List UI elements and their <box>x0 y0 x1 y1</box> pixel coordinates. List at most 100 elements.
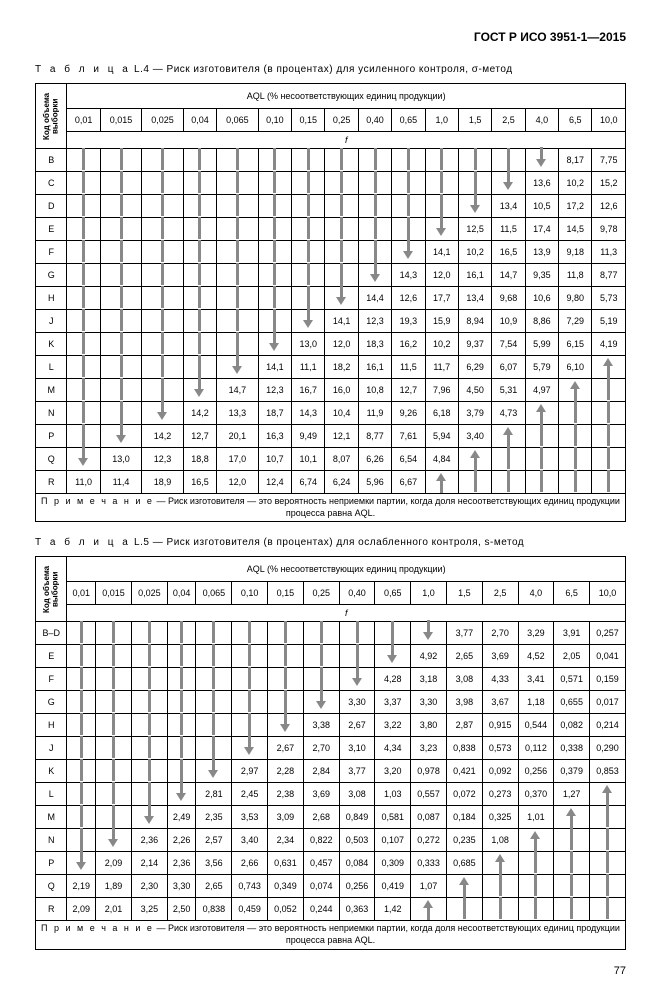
arrow-cell <box>292 149 325 172</box>
arrow-down-icon <box>177 785 186 801</box>
arrow-cell <box>142 241 184 264</box>
arrow-cell <box>392 218 425 241</box>
value-cell: 12,0 <box>217 471 259 494</box>
arrow-cell <box>590 829 626 852</box>
arrow-cell <box>96 668 132 691</box>
arrow-shaft <box>540 470 543 492</box>
value-cell: 1,08 <box>482 829 518 852</box>
value-cell: 13,6 <box>525 172 558 195</box>
arrow-cell <box>217 356 259 379</box>
row-code: J <box>36 310 67 333</box>
arrow-shaft <box>607 424 610 446</box>
value-cell: 0,849 <box>339 806 375 829</box>
row-code: K <box>36 760 67 783</box>
arrow-shaft <box>148 736 151 758</box>
value-cell: 9,37 <box>458 333 491 356</box>
arrow-shaft <box>180 667 183 689</box>
arrow-cell <box>167 622 196 645</box>
row-code: L <box>36 356 67 379</box>
arrow-cell <box>339 668 375 691</box>
arrow-cell <box>458 149 491 172</box>
arrow-shaft <box>198 240 201 262</box>
arrow-cell <box>183 264 216 287</box>
arrow-shaft <box>161 171 164 193</box>
row-code: B <box>36 149 67 172</box>
arrow-cell <box>96 806 132 829</box>
arrow-cell <box>292 310 325 333</box>
value-cell: 0,087 <box>411 806 447 829</box>
arrow-cell <box>96 691 132 714</box>
arrow-shaft <box>320 667 323 689</box>
value-cell: 7,54 <box>492 333 525 356</box>
value-cell: 0,655 <box>554 691 590 714</box>
f-label: f <box>67 605 626 622</box>
value-cell: 1,07 <box>411 875 447 898</box>
arrow-cell <box>67 149 100 172</box>
value-cell: 6,18 <box>425 402 458 425</box>
arrow-cell <box>258 310 291 333</box>
arrow-cell <box>325 195 358 218</box>
arrow-cell <box>258 264 291 287</box>
value-cell: 0,309 <box>375 852 411 875</box>
page-number: 77 <box>35 965 626 977</box>
arrow-cell <box>303 691 339 714</box>
table-note: П р и м е ч а н и е — Риск изготовителя … <box>36 921 626 949</box>
arrow-cell <box>292 264 325 287</box>
row-code: P <box>36 425 67 448</box>
arrow-shaft <box>273 286 276 308</box>
value-cell: 2,65 <box>196 875 232 898</box>
arrow-cell <box>100 356 142 379</box>
value-cell: 16,1 <box>458 264 491 287</box>
arrow-shaft <box>273 148 276 170</box>
arrow-shaft <box>570 874 573 896</box>
arrow-cell <box>142 402 184 425</box>
value-cell: 2,19 <box>67 875 96 898</box>
arrow-shaft <box>82 378 85 400</box>
arrow-down-icon <box>281 716 290 732</box>
arrow-cell <box>258 287 291 310</box>
arrow-cell <box>167 645 196 668</box>
aql-col: 0,01 <box>67 582 96 605</box>
row-code: G <box>36 691 67 714</box>
value-cell: 8,17 <box>559 149 592 172</box>
arrow-shaft <box>340 217 343 239</box>
table-l5: Код объема выборкиAQL (% несоответствующ… <box>35 556 626 949</box>
arrow-cell <box>67 287 100 310</box>
sample-size-code-header: Код объема выборки <box>36 557 67 622</box>
value-cell: 2,87 <box>446 714 482 737</box>
arrow-cell <box>554 829 590 852</box>
value-cell: 0,338 <box>554 737 590 760</box>
arrow-shaft <box>80 782 83 804</box>
arrow-cell <box>325 218 358 241</box>
arrow-cell <box>258 195 291 218</box>
row-code: P <box>36 852 67 875</box>
value-cell: 10,5 <box>525 195 558 218</box>
arrow-cell <box>67 645 96 668</box>
arrow-cell <box>196 691 232 714</box>
value-cell: 4,33 <box>482 668 518 691</box>
arrow-shaft <box>120 148 123 170</box>
arrow-shaft <box>82 332 85 354</box>
arrow-down-icon <box>270 335 279 351</box>
arrow-shaft <box>161 263 164 285</box>
value-cell: 14,1 <box>325 310 358 333</box>
arrow-cell <box>554 806 590 829</box>
arrow-cell <box>232 691 268 714</box>
value-cell: 0,349 <box>268 875 304 898</box>
aql-col: 0,25 <box>303 582 339 605</box>
arrow-down-icon <box>388 647 397 663</box>
arrow-cell <box>217 287 259 310</box>
value-cell: 0,084 <box>339 852 375 875</box>
arrow-shaft <box>161 194 164 216</box>
arrow-shaft <box>374 217 377 239</box>
arrow-cell <box>217 310 259 333</box>
arrow-shaft <box>112 667 115 689</box>
arrow-cell <box>131 622 167 645</box>
arrow-shaft <box>340 148 343 170</box>
arrow-down-icon <box>158 404 167 420</box>
arrow-cell <box>67 195 100 218</box>
arrow-shaft <box>120 309 123 331</box>
value-cell: 0,978 <box>411 760 447 783</box>
arrow-shaft <box>198 263 201 285</box>
arrow-cell <box>325 149 358 172</box>
